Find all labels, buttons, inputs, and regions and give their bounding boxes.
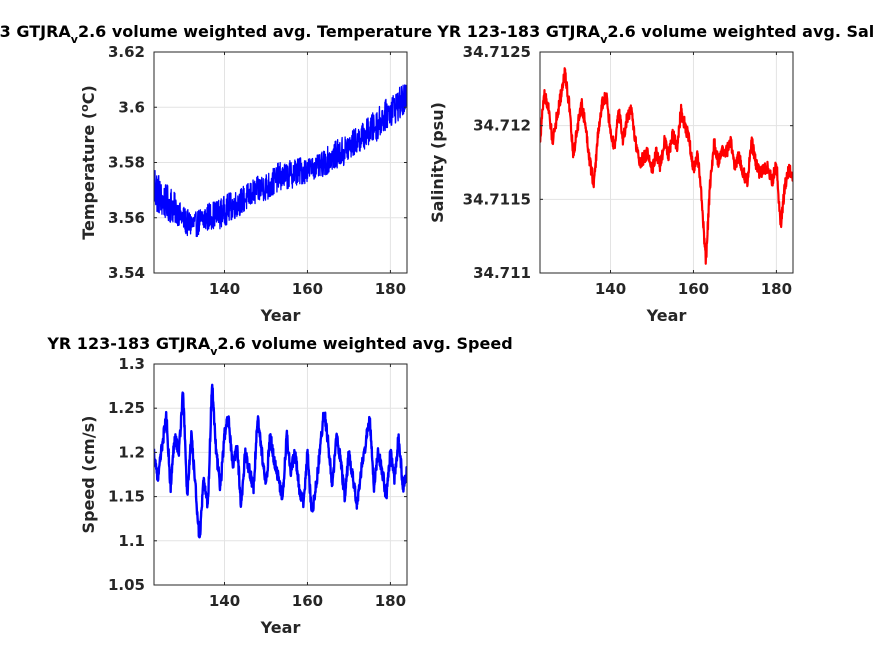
y-label-superscript: o <box>78 104 91 112</box>
y-label-text: Speed (cm/s) <box>79 416 98 534</box>
y-tick-label: 34.712 <box>473 117 531 135</box>
y-tick-label: 3.62 <box>108 43 145 61</box>
x-tick-label: 160 <box>292 280 323 298</box>
title-subscript: v <box>71 33 79 46</box>
y-tick-label: 34.711 <box>473 264 531 282</box>
y-label-text: Salinity (psu) <box>428 102 447 223</box>
speed-chart-title: YR 123-183 GTJRAv2.6 volume weighted avg… <box>46 334 512 358</box>
speed-series-line <box>154 383 407 539</box>
y-tick-label: 34.7125 <box>463 43 531 61</box>
x-tick-label: 140 <box>595 280 626 298</box>
y-tick-label: 1.25 <box>108 399 145 417</box>
speed-x-axis-label: Year <box>260 618 301 637</box>
x-tick-label: 140 <box>209 592 240 610</box>
title-subscript: v <box>210 345 218 358</box>
y-tick-label: 1.2 <box>118 443 145 461</box>
salinity-chart-title: YR 123-183 GTJRAv2.6 volume weighted avg… <box>436 22 875 46</box>
x-tick-label: 160 <box>292 592 323 610</box>
y-tick-label: 3.56 <box>108 209 145 227</box>
speed-y-axis-label: Speed (cm/s) <box>79 416 98 534</box>
y-tick-label: 1.3 <box>118 355 145 373</box>
speed-plot-area <box>154 364 407 585</box>
title-text: YR 123-183 GTJRA <box>0 22 71 41</box>
y-tick-label: 3.54 <box>108 264 145 282</box>
temperature-series-line <box>154 84 407 238</box>
title-text: YR 123-183 GTJRA <box>436 22 601 41</box>
x-tick-label: 140 <box>209 280 240 298</box>
salinity-y-axis-label: Salinity (psu) <box>428 102 447 223</box>
speed-panel: 140 160 180 1.05 1.1 1.15 1.2 1.25 1.3 Year Speed … <box>46 334 512 637</box>
title-suffix: 2.6 volume weighted avg. Salinity <box>607 22 875 41</box>
salinity-x-axis-label: Year <box>646 306 687 325</box>
y-tick-label: 1.15 <box>108 488 145 506</box>
y-label-suffix: C) <box>79 85 98 104</box>
title-text: YR 123-183 GTJRA <box>46 334 211 353</box>
temperature-panel: 140 160 180 3.54 3.56 3.58 3.6 3.62 Year Temperat… <box>0 22 432 325</box>
y-tick-label: 3.6 <box>118 98 145 116</box>
salinity-plot-area <box>540 52 793 273</box>
temperature-y-axis-label: Temperature (oC) <box>78 85 98 240</box>
y-label-text: Temperature ( <box>79 112 98 240</box>
temperature-chart-title: YR 123-183 GTJRAv2.6 volume weighted avg… <box>0 22 432 46</box>
salinity-axes-frame <box>539 51 794 274</box>
x-tick-label: 180 <box>375 280 406 298</box>
title-suffix: 2.6 volume weighted avg. Speed <box>217 334 512 353</box>
title-subscript: v <box>600 33 608 46</box>
y-tick-label: 1.05 <box>108 576 145 594</box>
y-tick-label: 3.58 <box>108 154 145 172</box>
x-tick-label: 180 <box>375 592 406 610</box>
y-tick-label: 34.7115 <box>463 190 531 208</box>
salinity-series-line <box>540 67 793 265</box>
x-tick-label: 160 <box>678 280 709 298</box>
salinity-panel: 140 160 180 34.711 34.7115 34.712 34.7125 Year S… <box>428 22 875 325</box>
title-suffix: 2.6 volume weighted avg. Temperature <box>78 22 432 41</box>
x-tick-label: 180 <box>761 280 792 298</box>
y-tick-label: 1.1 <box>118 532 145 550</box>
temperature-x-axis-label: Year <box>260 306 301 325</box>
speed-axes-frame <box>153 363 408 586</box>
